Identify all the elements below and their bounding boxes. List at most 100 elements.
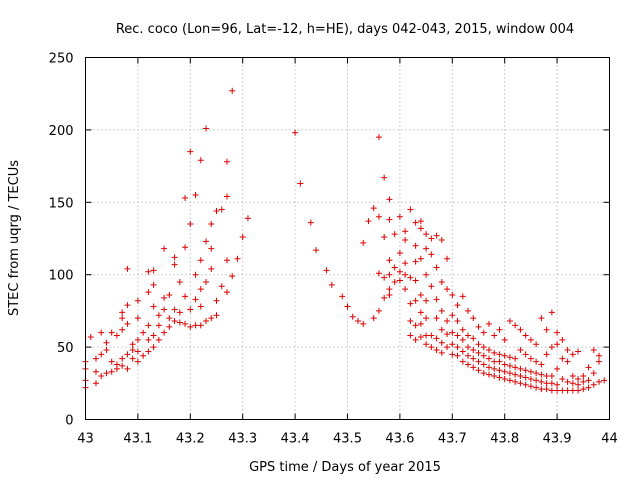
data-point xyxy=(423,341,430,348)
data-point xyxy=(98,373,105,380)
x-tick-label: 43.4 xyxy=(281,432,310,447)
data-point xyxy=(548,380,555,387)
y-tick-label: 200 xyxy=(49,124,74,139)
data-point xyxy=(580,378,587,385)
data-point xyxy=(328,281,335,288)
data-point xyxy=(559,336,566,343)
data-point xyxy=(569,380,576,387)
data-point xyxy=(208,265,215,272)
data-point xyxy=(585,384,592,391)
data-point xyxy=(124,351,131,358)
data-point xyxy=(391,264,398,271)
data-point xyxy=(423,231,430,238)
data-point xyxy=(124,365,131,372)
data-point xyxy=(454,318,461,325)
data-point xyxy=(92,368,99,375)
data-point xyxy=(155,336,162,343)
data-point xyxy=(533,370,540,377)
data-point xyxy=(182,244,189,251)
data-point xyxy=(438,278,445,285)
data-point xyxy=(548,373,555,380)
data-point xyxy=(234,255,241,262)
y-axis-label: STEC from uqrg / TECUs xyxy=(7,160,22,316)
y-tick-label: 0 xyxy=(65,414,73,429)
data-point xyxy=(203,318,210,325)
data-point xyxy=(480,370,487,377)
data-point xyxy=(459,348,466,355)
data-point xyxy=(569,373,576,380)
data-point xyxy=(496,326,503,333)
data-point xyxy=(386,291,393,298)
data-point xyxy=(223,158,230,165)
data-point xyxy=(512,355,519,362)
data-point xyxy=(428,283,435,290)
data-point xyxy=(197,157,204,164)
data-point xyxy=(119,355,126,362)
data-point xyxy=(339,293,346,300)
data-point xyxy=(470,364,477,371)
data-point xyxy=(506,354,513,361)
data-point xyxy=(417,309,424,316)
data-point xyxy=(386,271,393,278)
data-point xyxy=(203,125,210,132)
data-point xyxy=(87,333,94,340)
data-point xyxy=(527,383,534,390)
data-point xyxy=(412,336,419,343)
data-point xyxy=(145,348,152,355)
data-point xyxy=(569,351,576,358)
data-point xyxy=(187,323,194,330)
data-point xyxy=(381,294,388,301)
data-point xyxy=(480,344,487,351)
data-point xyxy=(375,213,382,220)
data-point xyxy=(538,371,545,378)
data-point xyxy=(407,318,414,325)
data-point xyxy=(150,267,157,274)
data-point xyxy=(485,346,492,353)
data-point xyxy=(465,307,472,314)
data-point xyxy=(182,194,189,201)
data-point xyxy=(140,352,147,359)
data-point xyxy=(124,302,131,309)
data-point xyxy=(108,358,115,365)
data-point xyxy=(119,309,126,316)
data-point xyxy=(244,215,251,222)
x-tick-label: 43.1 xyxy=(123,432,152,447)
data-point xyxy=(307,219,314,226)
data-point xyxy=(92,355,99,362)
data-point xyxy=(218,283,225,290)
data-point xyxy=(391,231,398,238)
data-point xyxy=(396,249,403,256)
data-point xyxy=(543,326,550,333)
data-point xyxy=(554,365,561,372)
data-point xyxy=(554,341,561,348)
x-tick-label: 43.7 xyxy=(438,432,467,447)
data-point xyxy=(554,387,561,394)
data-point xyxy=(103,346,110,353)
data-point xyxy=(176,278,183,285)
data-point xyxy=(145,268,152,275)
data-point xyxy=(396,268,403,275)
data-point xyxy=(522,374,529,381)
data-point xyxy=(417,255,424,262)
data-point xyxy=(433,264,440,271)
data-point xyxy=(491,365,498,372)
data-point xyxy=(564,346,571,353)
data-point xyxy=(166,315,173,322)
data-point xyxy=(512,371,519,378)
data-point xyxy=(506,362,513,369)
data-point xyxy=(417,225,424,232)
data-point xyxy=(454,332,461,339)
data-point xyxy=(412,277,419,284)
data-point xyxy=(433,315,440,322)
data-point xyxy=(203,278,210,285)
data-point xyxy=(171,318,178,325)
data-point xyxy=(590,381,597,388)
data-point xyxy=(533,384,540,391)
data-point xyxy=(548,387,555,394)
data-point xyxy=(475,349,482,356)
data-point xyxy=(428,235,435,242)
data-point xyxy=(475,341,482,348)
data-point xyxy=(501,352,508,359)
data-point xyxy=(475,367,482,374)
